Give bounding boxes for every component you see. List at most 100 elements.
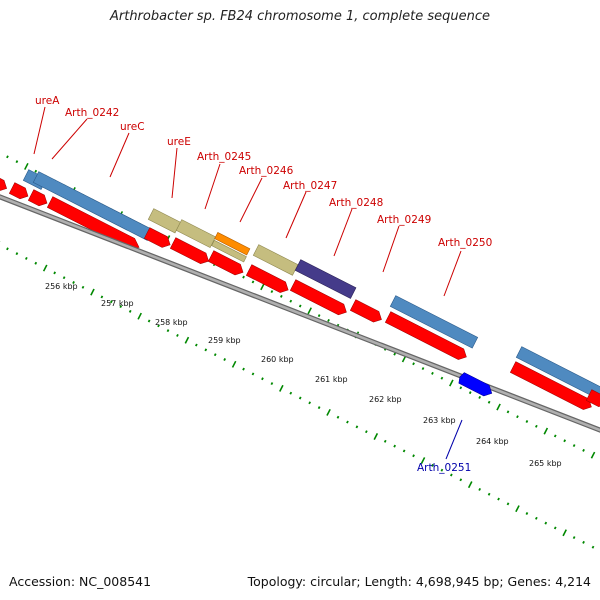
scale-label: 261 kbp bbox=[315, 375, 348, 384]
leader-arth-0242 bbox=[51, 118, 88, 160]
inner-tick bbox=[355, 425, 359, 429]
outer-tick bbox=[449, 379, 454, 387]
scale-label: 259 kbp bbox=[208, 336, 241, 345]
inner-tick bbox=[393, 444, 397, 448]
inner-tick bbox=[270, 382, 274, 386]
outer-tick bbox=[543, 427, 549, 435]
cds-arrow-arth-0242[interactable] bbox=[27, 189, 49, 209]
cds-arrow-arth-0248[interactable] bbox=[289, 279, 349, 318]
cds-arrow-arth-0251[interactable] bbox=[457, 372, 495, 399]
gene-label-urea[interactable]: ureA bbox=[35, 95, 60, 107]
gene-label-uree[interactable]: ureE bbox=[167, 136, 191, 148]
inner-tick bbox=[383, 439, 387, 443]
cog-block-arth-0249[interactable] bbox=[389, 295, 479, 349]
outer-tick bbox=[496, 403, 501, 411]
inner-tick bbox=[412, 454, 415, 458]
cds-arrow-arth-0246[interactable] bbox=[207, 250, 246, 278]
inner-tick bbox=[336, 415, 340, 419]
inner-tick bbox=[373, 433, 379, 440]
outer-tick bbox=[525, 420, 529, 423]
outer-tick bbox=[279, 294, 283, 298]
genome-stats-text: Topology: circular; Length: 4,698,945 bp… bbox=[247, 574, 591, 589]
inner-tick bbox=[525, 512, 529, 515]
inner-tick bbox=[100, 295, 104, 299]
inner-tick bbox=[308, 401, 312, 405]
cds-arrow-next[interactable] bbox=[509, 361, 594, 413]
inner-tick bbox=[467, 481, 473, 489]
inner-tick bbox=[6, 247, 9, 251]
cog-block-next[interactable] bbox=[515, 346, 600, 400]
gene-label-arth-0251[interactable]: Arth_0251 bbox=[417, 462, 471, 474]
scale-label: 256 kbp bbox=[45, 282, 78, 291]
cds-arrow-arth-0245[interactable] bbox=[169, 237, 211, 267]
inner-tick bbox=[534, 516, 538, 520]
outer-tick bbox=[327, 318, 330, 322]
outer-tick bbox=[431, 371, 434, 375]
inner-tick bbox=[506, 502, 510, 506]
inner-tick bbox=[440, 468, 444, 472]
inner-tick bbox=[459, 478, 463, 482]
scale-label: 265 kbp bbox=[529, 459, 562, 468]
inner-tick bbox=[298, 396, 302, 400]
inner-tick bbox=[289, 391, 293, 395]
outer-tick bbox=[582, 448, 585, 452]
inner-tick bbox=[449, 473, 453, 477]
inner-tick bbox=[166, 329, 170, 333]
cog-block-ure-khaki-2[interactable] bbox=[175, 219, 216, 249]
inner-tick bbox=[62, 276, 66, 280]
gene-label-urec[interactable]: ureC bbox=[120, 121, 145, 133]
cog-block-arth-0245-khaki[interactable] bbox=[211, 239, 247, 263]
leader-arth-0248 bbox=[333, 208, 353, 257]
inner-tick bbox=[497, 497, 500, 501]
inner-tick bbox=[553, 526, 557, 530]
cds-arrow-urea[interactable] bbox=[8, 182, 30, 202]
outer-tick bbox=[393, 352, 397, 356]
inner-tick bbox=[562, 529, 567, 537]
gene-label-arth-0248[interactable]: Arth_0248 bbox=[329, 197, 383, 209]
gene-label-arth-0246[interactable]: Arth_0246 bbox=[239, 165, 294, 177]
cds-arrow-small[interactable] bbox=[349, 299, 384, 325]
cog-block-arth-0247[interactable] bbox=[294, 259, 357, 299]
gene-label-arth-0245[interactable]: Arth_0245 bbox=[197, 151, 251, 163]
outer-tick bbox=[563, 439, 567, 443]
outer-tick bbox=[516, 415, 519, 419]
leader-urec bbox=[109, 132, 130, 178]
leader-arth-0247 bbox=[285, 191, 307, 239]
cds-arrow-uree[interactable] bbox=[143, 227, 173, 250]
gene-label-arth-0247[interactable]: Arth_0247 bbox=[283, 180, 337, 192]
inner-tick bbox=[15, 252, 19, 256]
inner-tick bbox=[223, 358, 227, 361]
outer-tick bbox=[478, 395, 482, 399]
cds-arrow-arth-0249[interactable] bbox=[384, 311, 469, 363]
outer-tick bbox=[572, 444, 576, 448]
inner-tick bbox=[364, 430, 368, 434]
outer-tick bbox=[440, 376, 444, 380]
backbone bbox=[0, 194, 600, 433]
scale-label: 264 kbp bbox=[476, 437, 509, 446]
inner-tick bbox=[204, 348, 208, 352]
inner-tick bbox=[24, 256, 28, 260]
gene-label-arth-0250[interactable]: Arth_0250 bbox=[438, 237, 492, 249]
scale-labels: 256 kbp 257 kbp 258 kbp 259 kbp 260 kbp … bbox=[45, 282, 562, 468]
inner-tick bbox=[137, 312, 142, 320]
inner-tick bbox=[251, 372, 255, 376]
page-title: Arthrobacter sp. FB24 chromosome 1, comp… bbox=[109, 9, 491, 24]
outer-tick bbox=[251, 280, 255, 284]
inner-tick-ring bbox=[0, 241, 595, 549]
cds-arrow-arth-0247[interactable] bbox=[245, 264, 291, 296]
inner-tick bbox=[42, 264, 48, 272]
outer-tick bbox=[34, 169, 38, 173]
inner-tick bbox=[544, 521, 548, 525]
outer-tick bbox=[459, 386, 463, 390]
cds-arrow-edge[interactable] bbox=[585, 389, 600, 410]
gene-label-arth-0242[interactable]: Arth_0242 bbox=[65, 107, 119, 119]
inner-tick bbox=[184, 336, 190, 344]
cds-arrow-left-1[interactable] bbox=[0, 177, 9, 194]
cds-forward-ring bbox=[0, 177, 600, 413]
gene-label-arth-0249[interactable]: Arth_0249 bbox=[377, 214, 431, 226]
cog-block-arth-0245[interactable] bbox=[214, 232, 251, 256]
outer-tick bbox=[553, 434, 557, 438]
cog-feature-ring bbox=[22, 169, 600, 400]
leader-arth-0245 bbox=[204, 163, 221, 210]
